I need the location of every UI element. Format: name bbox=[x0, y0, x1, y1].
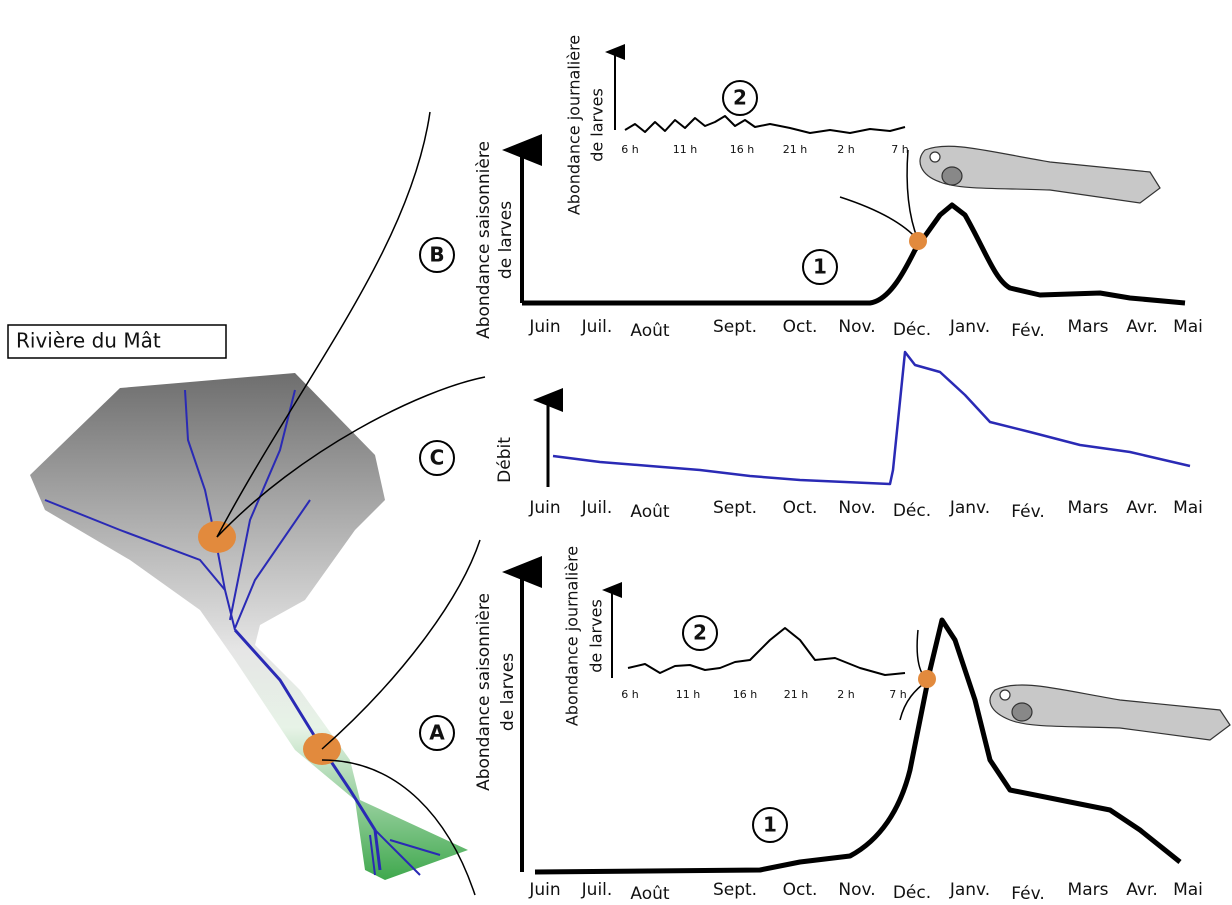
hour-label: 21 h bbox=[784, 688, 808, 701]
month-label: Août bbox=[630, 502, 670, 522]
month-label: Janv. bbox=[949, 880, 990, 900]
y-label: Abondance saisonnière bbox=[474, 593, 494, 791]
panel-label: B bbox=[429, 243, 444, 267]
hour-label: 11 h bbox=[676, 688, 700, 701]
site-marker bbox=[918, 670, 936, 688]
month-label: Juil. bbox=[581, 317, 613, 337]
map-title-box bbox=[7, 324, 227, 359]
curves bbox=[522, 115, 1191, 875]
y-label: de larves bbox=[498, 653, 518, 731]
y-label: Abondance saisonnière bbox=[474, 141, 494, 339]
month-label: Déc. bbox=[893, 501, 931, 521]
larva bbox=[919, 145, 1161, 204]
y-label: de larves bbox=[587, 599, 606, 673]
month-label: Sept. bbox=[713, 880, 757, 900]
y-label: Abondance journalière bbox=[563, 546, 582, 726]
month-label: Fév. bbox=[1011, 884, 1044, 901]
month-label: Oct. bbox=[783, 880, 818, 900]
month-label: Sept. bbox=[713, 498, 757, 518]
site-marker bbox=[909, 232, 927, 250]
hour-label: 2 h bbox=[837, 143, 854, 156]
month-label: Juil. bbox=[581, 498, 613, 518]
marker: 1 bbox=[763, 813, 777, 837]
labels: B 1 2 Abondance saisonnière de larves Ab… bbox=[419, 35, 838, 843]
month-label: Nov. bbox=[838, 317, 875, 337]
month-label: Janv. bbox=[949, 498, 990, 518]
month-label: Juin bbox=[528, 880, 560, 900]
month-label: Juin bbox=[528, 498, 560, 518]
map-title: Rivière du Mât bbox=[16, 329, 161, 353]
month-label: Oct. bbox=[783, 498, 818, 518]
hour-label: 7 h bbox=[889, 688, 906, 701]
month-label: Avr. bbox=[1126, 317, 1158, 337]
hour-label: 7 h bbox=[891, 143, 908, 156]
hour-label: 16 h bbox=[730, 143, 754, 156]
larva bbox=[989, 684, 1231, 741]
month-label: Août bbox=[630, 884, 670, 901]
y-label: Débit bbox=[495, 437, 515, 483]
rivers bbox=[44, 389, 441, 876]
month-label: Juin bbox=[528, 317, 560, 337]
month-label: Oct. bbox=[783, 317, 818, 337]
panel-label: A bbox=[429, 721, 445, 745]
marker: 2 bbox=[693, 621, 707, 645]
month-label: Fév. bbox=[1011, 321, 1044, 341]
month-label: Mars bbox=[1068, 317, 1109, 337]
month-label: Sept. bbox=[713, 317, 757, 337]
axes bbox=[502, 44, 625, 872]
month-label: Janv. bbox=[949, 317, 990, 337]
month-label: Avr. bbox=[1126, 498, 1158, 518]
hour-label: 11 h bbox=[673, 143, 697, 156]
month-label: Avr. bbox=[1126, 880, 1158, 900]
month-label: Mai bbox=[1173, 498, 1203, 518]
hour-label: 21 h bbox=[783, 143, 807, 156]
month-label: Juil. bbox=[581, 880, 613, 900]
month-label: Déc. bbox=[893, 883, 931, 901]
hour-label: 16 h bbox=[733, 688, 757, 701]
month-label: Nov. bbox=[838, 498, 875, 518]
watershed bbox=[30, 373, 468, 880]
panel-label: C bbox=[430, 446, 445, 470]
month-label: Mai bbox=[1173, 880, 1203, 900]
hour-label: 6 h bbox=[621, 688, 638, 701]
month-label: Mars bbox=[1068, 498, 1109, 518]
marker: 1 bbox=[813, 255, 827, 279]
month-label: Fév. bbox=[1011, 502, 1044, 522]
hour-label: 6 h bbox=[621, 143, 638, 156]
marker: 2 bbox=[733, 86, 747, 110]
month-label: Août bbox=[630, 321, 670, 341]
y-label: Abondance journalière bbox=[565, 35, 584, 215]
month-label: Mars bbox=[1068, 880, 1109, 900]
month-label: Mai bbox=[1173, 317, 1203, 337]
y-label: de larves bbox=[496, 201, 516, 279]
hour-label: 2 h bbox=[837, 688, 854, 701]
month-label: Nov. bbox=[838, 880, 875, 900]
month-label: Déc. bbox=[893, 320, 931, 340]
y-label: de larves bbox=[588, 88, 607, 162]
